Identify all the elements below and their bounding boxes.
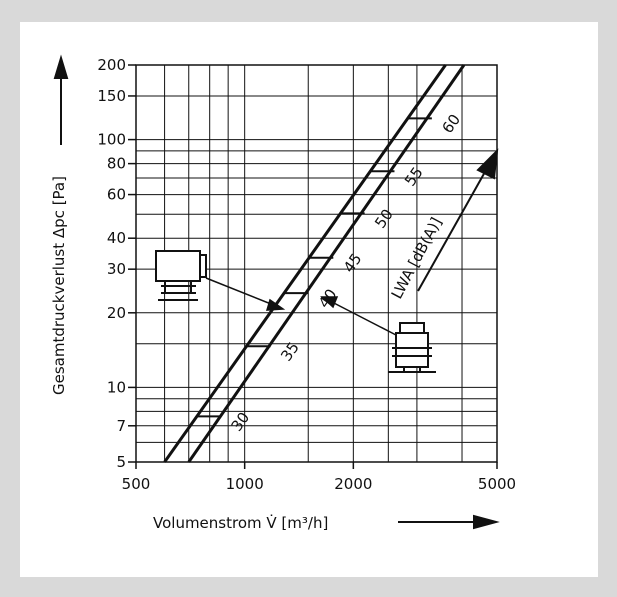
plot-border <box>135 64 498 463</box>
x-tick-label: 1000 <box>226 475 264 493</box>
y-axis-arrow <box>53 54 69 145</box>
y-tick-label: 30 <box>107 260 126 278</box>
y-tick-label: 60 <box>107 186 126 204</box>
x-axis-arrow <box>398 514 500 530</box>
x-axis-label: Volumenstrom V̇ [m³/h] <box>153 513 328 532</box>
x-tick-label: 500 <box>122 475 151 493</box>
sound-level-label: 60 <box>438 111 464 137</box>
y-axis-label: Gesamtdruckverlust Δpc [Pa] <box>50 176 68 395</box>
tick-labels: 500 1000 2000 5000 5 7 10 20 30 40 60 80 100 150 200 <box>97 56 516 493</box>
y-tick-label: 20 <box>107 304 126 322</box>
performance-line <box>163 64 447 463</box>
y-tick-label: 150 <box>97 87 126 105</box>
sound-level-label: 50 <box>371 206 397 232</box>
x-tick-label: 5000 <box>478 475 516 493</box>
sound-level-label: 45 <box>340 250 366 276</box>
fan-vertical-icon <box>388 322 436 373</box>
y-tick-label: 200 <box>97 56 126 74</box>
sound-level-label: 30 <box>228 409 254 435</box>
fan-horizontal-icon <box>155 250 207 301</box>
chart-frame <box>20 22 598 577</box>
sound-level-label: 35 <box>277 339 303 365</box>
y-tick-label: 80 <box>107 155 126 173</box>
y-tick-label: 10 <box>107 378 126 396</box>
x-tick-label: 2000 <box>334 475 372 493</box>
grid <box>135 64 498 463</box>
y-tick-label: 40 <box>107 229 126 247</box>
sound-power-arrow <box>417 148 499 292</box>
pointer-arrows <box>205 277 397 336</box>
performance-line <box>187 64 466 463</box>
y-tick-label: 5 <box>116 453 126 471</box>
y-tick-label: 7 <box>116 417 126 435</box>
sound-level-label: 55 <box>401 164 427 190</box>
y-tick-label: 100 <box>97 131 126 149</box>
